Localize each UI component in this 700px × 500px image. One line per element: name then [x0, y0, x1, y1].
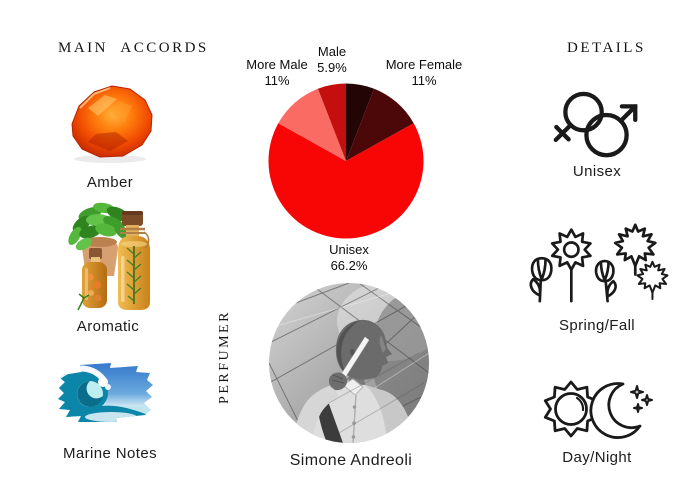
amber-image — [71, 85, 153, 163]
small-oil-bottle — [82, 248, 107, 308]
perfumer-photo — [269, 283, 429, 443]
pie-slice-female — [346, 83, 375, 161]
tulip-right — [594, 259, 617, 303]
detail-label-day-night: Day/Night — [562, 449, 632, 466]
perfumer-header: PERFUMER — [217, 310, 232, 404]
pie-slice-more-female — [346, 88, 414, 161]
detail-label-unisex: Unisex — [572, 163, 622, 180]
pie-slice-unisex — [268, 123, 424, 239]
pie-label-unisex: Unisex 66.2% — [329, 242, 369, 273]
maple-leaf-small — [636, 260, 669, 301]
sun-disc — [554, 392, 588, 426]
tulip-left — [529, 256, 553, 303]
herb-leaves — [68, 202, 130, 251]
accord-label-marine-notes: Marine Notes — [62, 445, 157, 462]
unisex-gender-icon — [553, 91, 638, 158]
gender-pie-chart — [268, 83, 424, 239]
accord-label-amber: Amber — [86, 174, 134, 191]
detail-label-spring-fall: Spring/Fall — [558, 317, 636, 334]
sparkle-star-1 — [630, 385, 644, 399]
bottom-sprigs — [77, 293, 90, 311]
maple-leaf-large — [613, 223, 657, 276]
day-night-icon — [543, 380, 653, 439]
pie-slice-more-male — [278, 88, 346, 161]
sparkle-star-3 — [633, 403, 643, 413]
crescent-moon — [589, 382, 642, 439]
pie-label-male: Male 5.9% — [317, 44, 347, 75]
perfumer-name: Simone Andreoli — [289, 452, 413, 469]
pie-label-more-male: More Male 11% — [246, 57, 308, 88]
pie-slice-male — [317, 83, 346, 161]
details-header: DETAILS — [567, 40, 646, 56]
large-oil-bottle — [118, 211, 150, 310]
spring-fall-icon — [529, 223, 669, 303]
pie-label-more-female: More Female 11% — [385, 57, 463, 88]
aromatic-image — [68, 202, 150, 311]
sparkle-star-2 — [641, 394, 653, 406]
marine-notes-image — [58, 363, 153, 422]
main-accords-header: MAIN ACCORDS — [58, 40, 209, 56]
accord-label-aromatic: Aromatic — [76, 318, 140, 335]
